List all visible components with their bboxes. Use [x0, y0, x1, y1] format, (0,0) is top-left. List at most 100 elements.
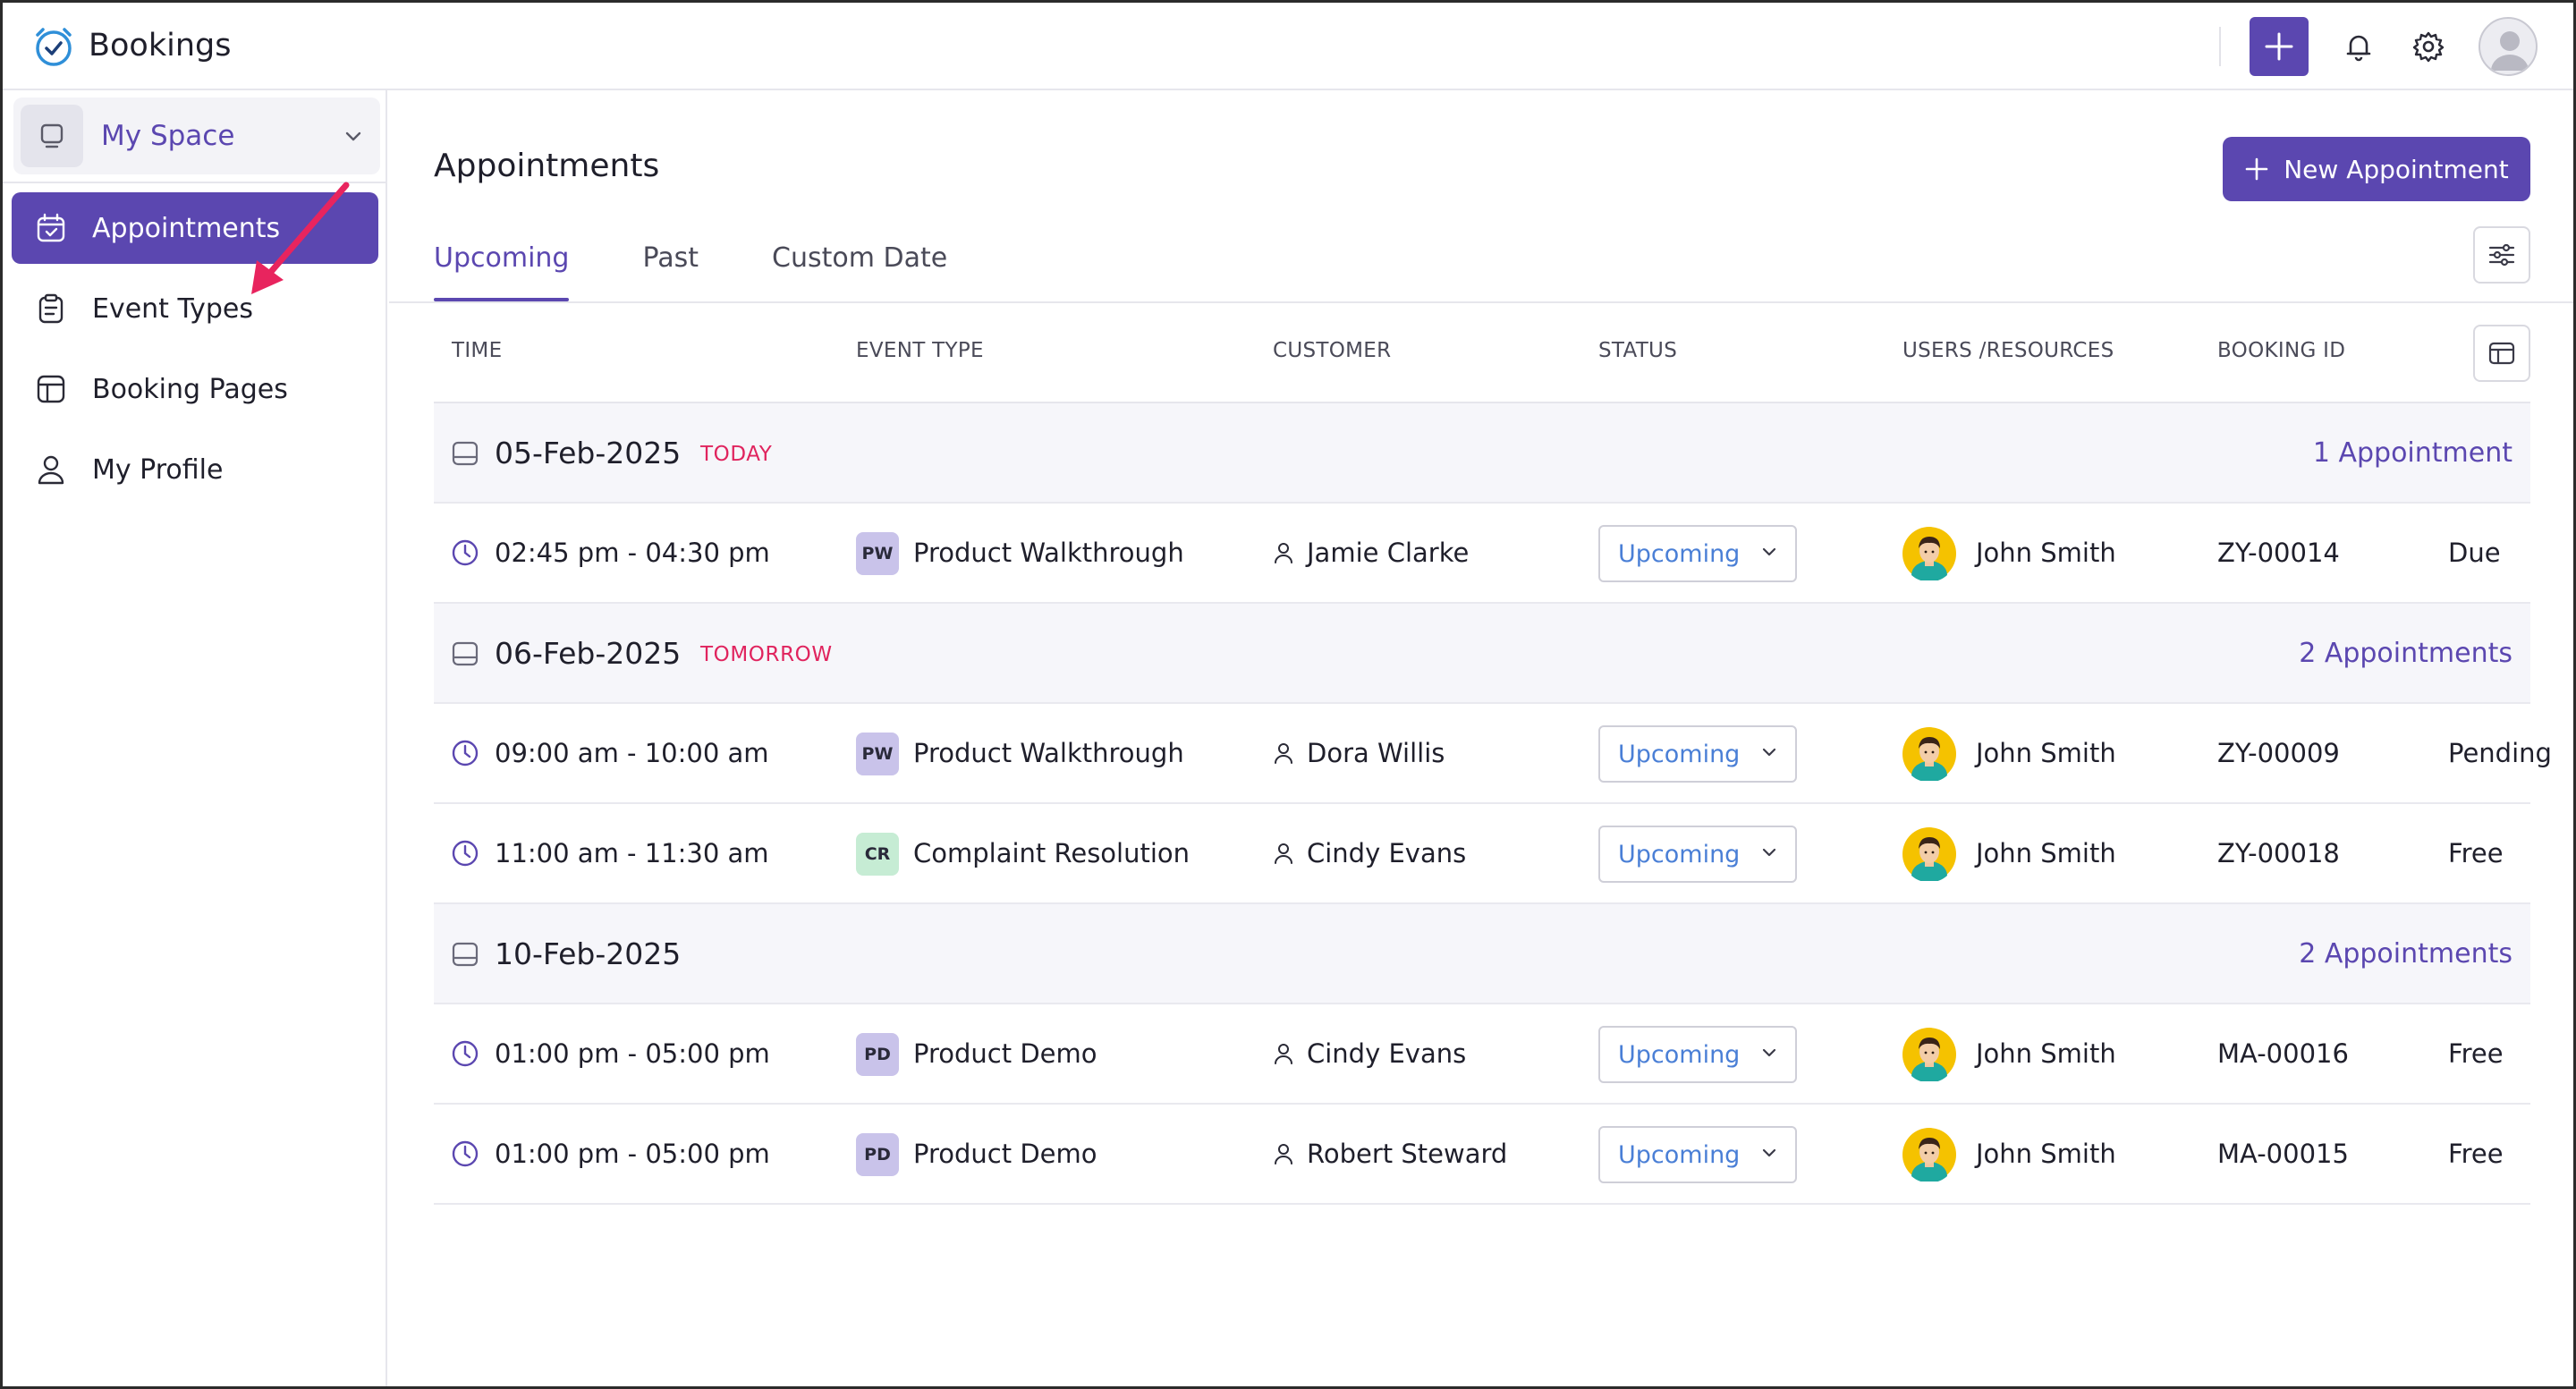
customer-name[interactable]: Cindy Evans: [1307, 1038, 1467, 1069]
sidebar-item-my-profile[interactable]: My Profile: [12, 434, 378, 505]
payment-status: Free: [2448, 1038, 2504, 1069]
filter-button[interactable]: [2473, 226, 2530, 284]
appointments-table: TIME EVENT TYPE CUSTOMER STATUS USERS /R…: [434, 305, 2552, 1205]
table-row[interactable]: 01:00 pm - 05:00 pm PD Product Demo Cindy E…: [434, 1004, 2530, 1105]
staff-name: John Smith: [1976, 838, 2116, 868]
appointment-time: 11:00 am - 11:30 am: [495, 838, 769, 868]
header-time: TIME: [452, 339, 503, 362]
event-type-badge: CR: [856, 833, 899, 876]
plus-icon: [2265, 32, 2293, 61]
layout-icon: [33, 371, 69, 407]
staff-name: John Smith: [1976, 738, 2116, 768]
person-icon: [1273, 1042, 1294, 1069]
event-type-name: Product Demo: [913, 1038, 1097, 1069]
payment-status: Free: [2448, 838, 2504, 868]
booking-id[interactable]: ZY-00009: [2217, 738, 2340, 768]
staff-avatar-icon: [1902, 827, 1956, 883]
tab-past[interactable]: Past: [642, 242, 699, 274]
group-date: 05-Feb-2025: [495, 436, 682, 470]
status-value: Upcoming: [1618, 1040, 1741, 1069]
table-row[interactable]: 09:00 am - 10:00 am PW Product Walkthrough…: [434, 704, 2552, 804]
annotation-arrow-icon: [251, 182, 350, 294]
booking-id[interactable]: ZY-00014: [2217, 538, 2340, 568]
calendar-icon: [450, 938, 480, 972]
customer-name[interactable]: Cindy Evans: [1307, 838, 1467, 868]
chevron-down-icon: [345, 131, 361, 141]
status-dropdown[interactable]: Upcoming: [1598, 826, 1797, 883]
settings-button[interactable]: [2409, 27, 2448, 66]
event-type-name: Complaint Resolution: [913, 838, 1191, 868]
clock-icon: [450, 738, 480, 772]
space-icon-box: [21, 105, 83, 167]
group-date: 06-Feb-2025: [495, 636, 682, 671]
new-appointment-button[interactable]: New Appointment: [2223, 137, 2530, 201]
tab-custom-date[interactable]: Custom Date: [772, 242, 948, 274]
tab-bar: Upcoming Past Custom Date: [434, 224, 1021, 305]
group-day-tag: TODAY: [700, 443, 773, 466]
header-event-type: EVENT TYPE: [856, 339, 984, 362]
header-customer: CUSTOMER: [1273, 339, 1392, 362]
header-status: STATUS: [1598, 339, 1678, 362]
sidebar-item-booking-pages[interactable]: Booking Pages: [12, 353, 378, 425]
columns-icon: [2488, 342, 2515, 365]
person-icon: [1273, 842, 1294, 868]
group-appointment-count[interactable]: 1 Appointment: [2312, 437, 2512, 469]
tabs-divider: [389, 301, 2573, 303]
status-dropdown[interactable]: Upcoming: [1598, 1026, 1797, 1083]
column-settings-button[interactable]: [2473, 325, 2530, 382]
chevron-down-icon: [1759, 542, 1779, 565]
staff-name: John Smith: [1976, 538, 2116, 568]
group-appointment-count[interactable]: 2 Appointments: [2299, 938, 2512, 970]
person-icon: [1273, 541, 1294, 568]
person-icon: [1273, 1142, 1294, 1169]
clipboard-icon: [33, 291, 69, 326]
event-type-name: Product Walkthrough: [913, 738, 1184, 768]
top-divider: [2219, 27, 2221, 66]
user-avatar-icon: [2491, 31, 2529, 71]
status-dropdown[interactable]: Upcoming: [1598, 525, 1797, 582]
space-label: My Space: [101, 120, 235, 152]
table-header: TIME EVENT TYPE CUSTOMER STATUS USERS /R…: [434, 305, 2530, 403]
customer-name[interactable]: Robert Steward: [1307, 1139, 1508, 1169]
date-group-row: 10-Feb-2025 2 Appointments: [434, 904, 2530, 1004]
sidebar-item-appointments[interactable]: Appointments: [12, 192, 378, 264]
user-avatar-button[interactable]: [2479, 17, 2538, 76]
clock-icon: [450, 1139, 480, 1173]
booking-id[interactable]: ZY-00018: [2217, 838, 2340, 868]
sidebar-item-event-types[interactable]: Event Types: [12, 273, 378, 344]
table-row[interactable]: 01:00 pm - 05:00 pm PD Product Demo Robert …: [434, 1105, 2530, 1205]
plus-icon: [2244, 157, 2269, 182]
appointment-time: 02:45 pm - 04:30 pm: [495, 538, 770, 568]
status-dropdown[interactable]: Upcoming: [1598, 725, 1797, 783]
table-row[interactable]: 11:00 am - 11:30 am CR Complaint Resolutio…: [434, 804, 2530, 904]
appointment-time: 01:00 pm - 05:00 pm: [495, 1139, 770, 1169]
booking-id[interactable]: MA-00016: [2217, 1038, 2349, 1069]
space-selector[interactable]: My Space: [13, 97, 380, 174]
appointment-time: 01:00 pm - 05:00 pm: [495, 1038, 770, 1069]
table-row[interactable]: 02:45 pm - 04:30 pm PW Product Walkthrough…: [434, 504, 2530, 604]
sidebar-item-label: My Profile: [92, 453, 224, 486]
staff-avatar-icon: [1902, 527, 1956, 582]
main-content: Appointments New Appointment Upcoming Pa…: [389, 90, 2573, 1386]
quick-add-button[interactable]: [2250, 17, 2309, 76]
chevron-down-icon: [1759, 1043, 1779, 1066]
status-value: Upcoming: [1618, 539, 1741, 568]
gear-icon: [2412, 31, 2445, 63]
group-appointment-count[interactable]: 2 Appointments: [2299, 638, 2512, 669]
tab-upcoming[interactable]: Upcoming: [434, 224, 570, 301]
chevron-down-icon: [1759, 1143, 1779, 1166]
customer-name[interactable]: Jamie Clarke: [1307, 538, 1470, 568]
booking-id[interactable]: MA-00015: [2217, 1139, 2349, 1169]
appointment-time: 09:00 am - 10:00 am: [495, 738, 769, 768]
customer-name[interactable]: Dora Willis: [1307, 738, 1445, 768]
app-title: Bookings: [89, 28, 232, 64]
group-day-tag: TOMORROW: [700, 643, 833, 666]
app-logo[interactable]: Bookings: [30, 22, 231, 69]
person-icon: [1273, 741, 1294, 768]
header-users-resources: USERS /RESOURCES: [1902, 339, 2114, 362]
page-title: Appointments: [434, 148, 660, 184]
status-dropdown[interactable]: Upcoming: [1598, 1126, 1797, 1183]
clock-icon: [450, 538, 480, 572]
clock-icon: [450, 838, 480, 872]
notifications-button[interactable]: [2339, 27, 2378, 66]
